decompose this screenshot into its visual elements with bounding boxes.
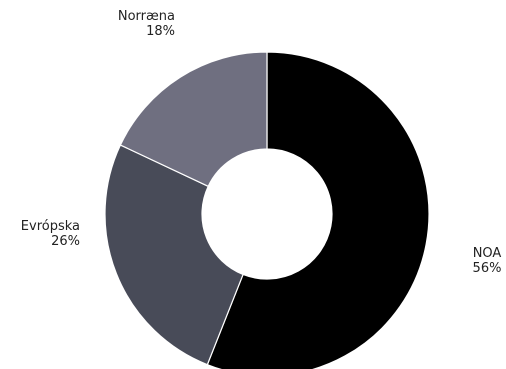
slice-name: NOA xyxy=(473,246,502,261)
slice-label: Norræna 18% xyxy=(118,9,175,39)
slice-name: Norræna xyxy=(118,9,175,24)
slice-value: 26% xyxy=(51,234,80,249)
slice-norræna xyxy=(119,51,268,188)
slice-value: 18% xyxy=(146,24,175,39)
labels-layer: NOA 56% Evrópska 26% Norræna 18% xyxy=(21,9,502,276)
slice-value: 56% xyxy=(473,261,502,276)
slice-noa xyxy=(206,51,430,369)
slice-label: NOA 56% xyxy=(473,246,502,276)
slice-name: Evrópska xyxy=(21,219,80,234)
slice-evrópska xyxy=(104,144,244,366)
slices-layer xyxy=(104,51,430,369)
slice-label: Evrópska 26% xyxy=(21,219,80,249)
